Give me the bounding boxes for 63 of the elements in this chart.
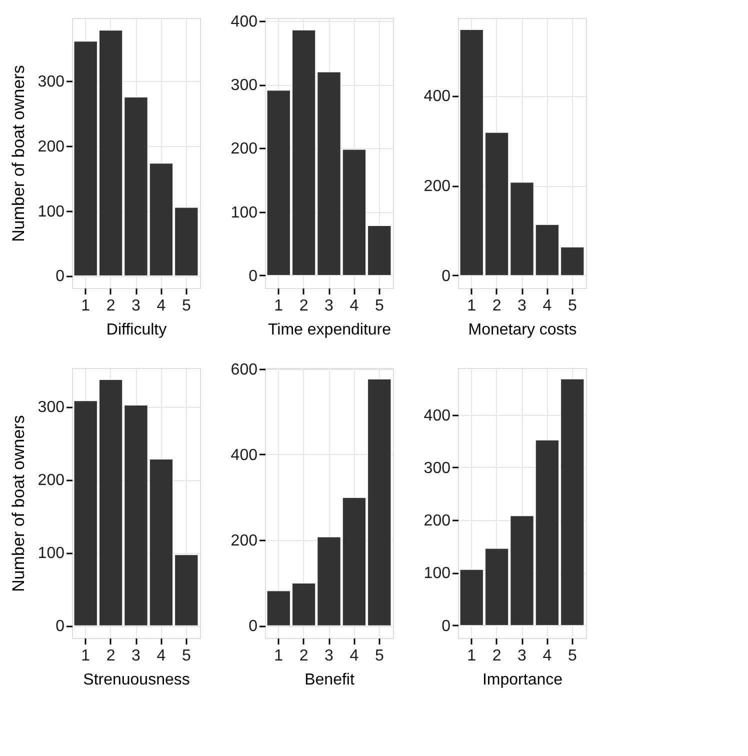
x-tick-label: 5 [182, 298, 191, 314]
x-tick-label: 2 [106, 648, 116, 664]
x-tick-label: 5 [374, 648, 384, 664]
y-tick-label: 200 [230, 140, 258, 158]
y-tick-label: 600 [230, 361, 258, 378]
y-tick-label: 100 [38, 545, 65, 562]
x-tick-label: 1 [467, 648, 476, 664]
y-tick-label: 0 [442, 268, 451, 285]
y-tick-label: 300 [230, 77, 258, 94]
x-tick-label: 3 [132, 648, 141, 664]
y-tick-label: 200 [38, 138, 65, 156]
x-tick-label: 2 [299, 298, 308, 314]
x-tick-label: 4 [156, 648, 166, 664]
x-tick-label: 3 [518, 298, 527, 314]
x-tick-label: 3 [324, 648, 334, 664]
y-tick-label: 400 [424, 88, 451, 106]
x-tick-label: 2 [492, 298, 502, 314]
x-tick-label: 1 [274, 648, 284, 664]
x-tick-label: 4 [350, 298, 359, 314]
y-tick-label: 100 [230, 204, 258, 222]
y-tick-label: 0 [442, 618, 451, 635]
y-tick-label: 0 [248, 268, 258, 285]
y-tick-label: 300 [424, 460, 451, 477]
y-tick-label: 300 [38, 73, 65, 90]
x-axis-title: Benefit [304, 672, 355, 688]
x-tick-label: 3 [518, 648, 527, 664]
y-tick-label: 300 [38, 399, 65, 416]
x-tick-label: 3 [132, 298, 141, 314]
y-axis-title: Number of boat owners [8, 65, 28, 242]
x-tick-label: 1 [81, 648, 90, 664]
y-tick-label: 200 [424, 178, 451, 196]
x-axis-title: Difficulty [106, 322, 167, 338]
y-tick-label: 400 [424, 407, 451, 424]
y-tick-label: 200 [424, 512, 451, 530]
x-tick-label: 5 [182, 648, 191, 664]
x-tick-label: 2 [492, 648, 502, 664]
x-tick-label: 4 [350, 648, 359, 664]
y-tick-label: 100 [424, 565, 451, 582]
x-tick-label: 2 [106, 298, 116, 314]
x-tick-label: 4 [542, 648, 552, 664]
y-tick-label: 400 [230, 446, 258, 464]
x-tick-label: 1 [274, 298, 284, 314]
y-tick-label: 0 [56, 268, 65, 286]
x-tick-label: 1 [467, 298, 476, 314]
x-tick-label: 1 [81, 298, 90, 314]
y-tick-label: 400 [230, 14, 258, 31]
x-tick-label: 3 [324, 298, 334, 314]
x-tick-label: 2 [299, 648, 308, 664]
y-axis-title: Number of boat owners [8, 415, 28, 592]
y-tick-label: 200 [38, 472, 65, 490]
x-tick-label: 5 [374, 298, 384, 314]
x-axis-title: Time expenditure [268, 322, 392, 338]
x-tick-label: 5 [568, 298, 577, 314]
y-tick-label: 0 [56, 618, 65, 636]
x-tick-label: 5 [568, 648, 577, 664]
y-tick-label: 100 [38, 203, 65, 220]
y-tick-label: 0 [248, 618, 258, 636]
y-tick-label: 200 [230, 532, 258, 550]
x-axis-title: Strenuousness [83, 672, 190, 688]
x-tick-label: 4 [542, 298, 552, 314]
x-axis-title: Monetary costs [468, 322, 577, 338]
x-tick-label: 4 [156, 298, 166, 314]
x-axis-title: Importance [482, 672, 563, 688]
